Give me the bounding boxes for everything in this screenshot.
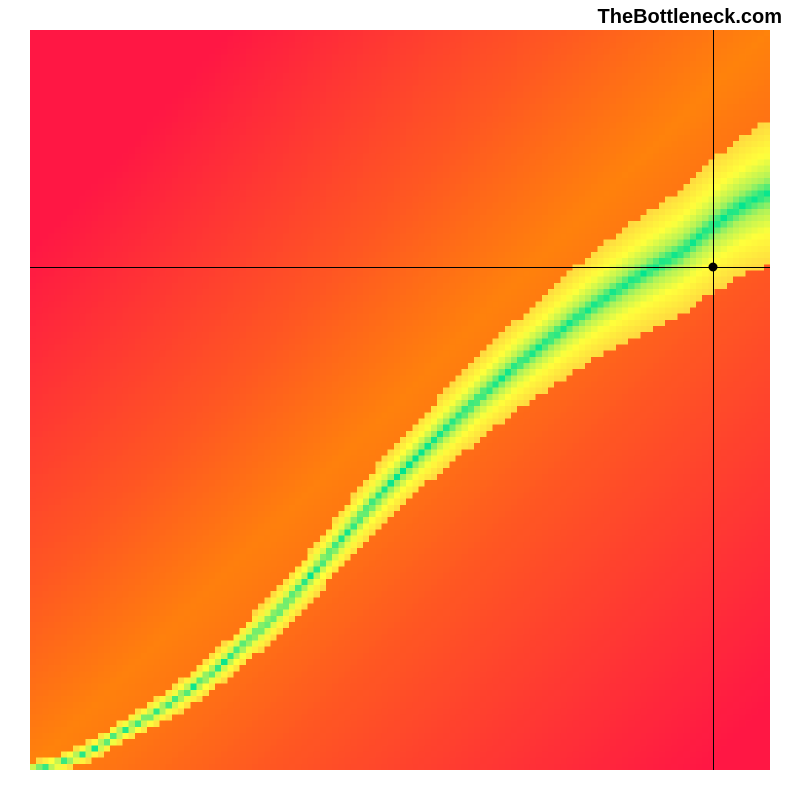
- watermark-text: TheBottleneck.com: [598, 6, 782, 29]
- crosshair-marker: [709, 262, 718, 271]
- heatmap-canvas: [30, 30, 770, 770]
- crosshair-horizontal: [30, 267, 770, 268]
- bottleneck-heatmap: [30, 30, 770, 770]
- crosshair-vertical: [713, 30, 714, 770]
